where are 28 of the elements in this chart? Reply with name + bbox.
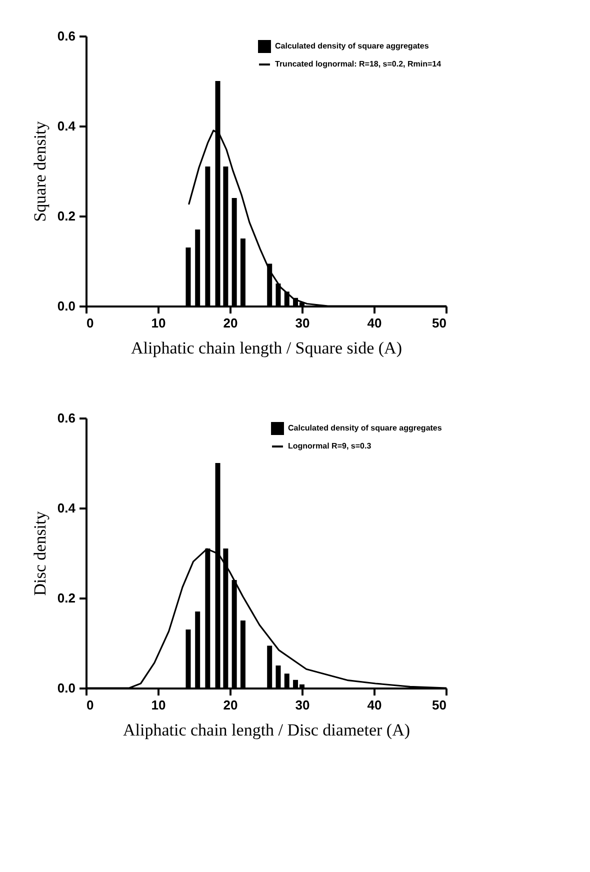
- x-tick-label: 40: [367, 698, 382, 712]
- x-tick-label: 50: [432, 316, 446, 330]
- y-tick-label: 0.4: [57, 500, 76, 516]
- legend-label: Calculated density of square aggregates: [288, 424, 442, 432]
- y-tick-label: 0.2: [57, 208, 76, 224]
- x-tick-label: 50: [432, 698, 446, 712]
- x-tick-label: 10: [151, 316, 166, 330]
- y-tick-label: 0.4: [57, 118, 76, 134]
- y-axis-title: Square density: [30, 120, 50, 222]
- x-tick-label: 0: [86, 698, 94, 712]
- y-tick-label: 0.6: [57, 410, 76, 426]
- x-tick-label: 40: [367, 316, 382, 330]
- x-tick-label: 0: [86, 316, 94, 330]
- y-tick-label: 0.6: [57, 28, 76, 44]
- x-axis-title: Aliphatic chain length / Square side (A): [131, 338, 402, 358]
- legend-label: Truncated lognormal: R=18, s=0.2, Rmin=14: [275, 60, 442, 68]
- x-tick-label: 30: [295, 698, 310, 712]
- x-tick-label: 30: [295, 316, 310, 330]
- x-axis-title: Aliphatic chain length / Disc diameter (A): [122, 720, 410, 740]
- x-tick-label: 20: [223, 316, 238, 330]
- legend-label: Calculated density of square aggregates: [275, 42, 430, 50]
- x-tick-label: 20: [223, 698, 238, 712]
- y-tick-label: 0.0: [57, 298, 76, 314]
- y-tick-label: 0.0: [57, 680, 76, 696]
- y-tick-label: 0.2: [57, 590, 76, 606]
- x-tick-label: 10: [151, 698, 166, 712]
- legend-label: Lognormal R=9, s=0.3: [288, 442, 372, 450]
- y-axis-title: Disc density: [30, 510, 50, 596]
